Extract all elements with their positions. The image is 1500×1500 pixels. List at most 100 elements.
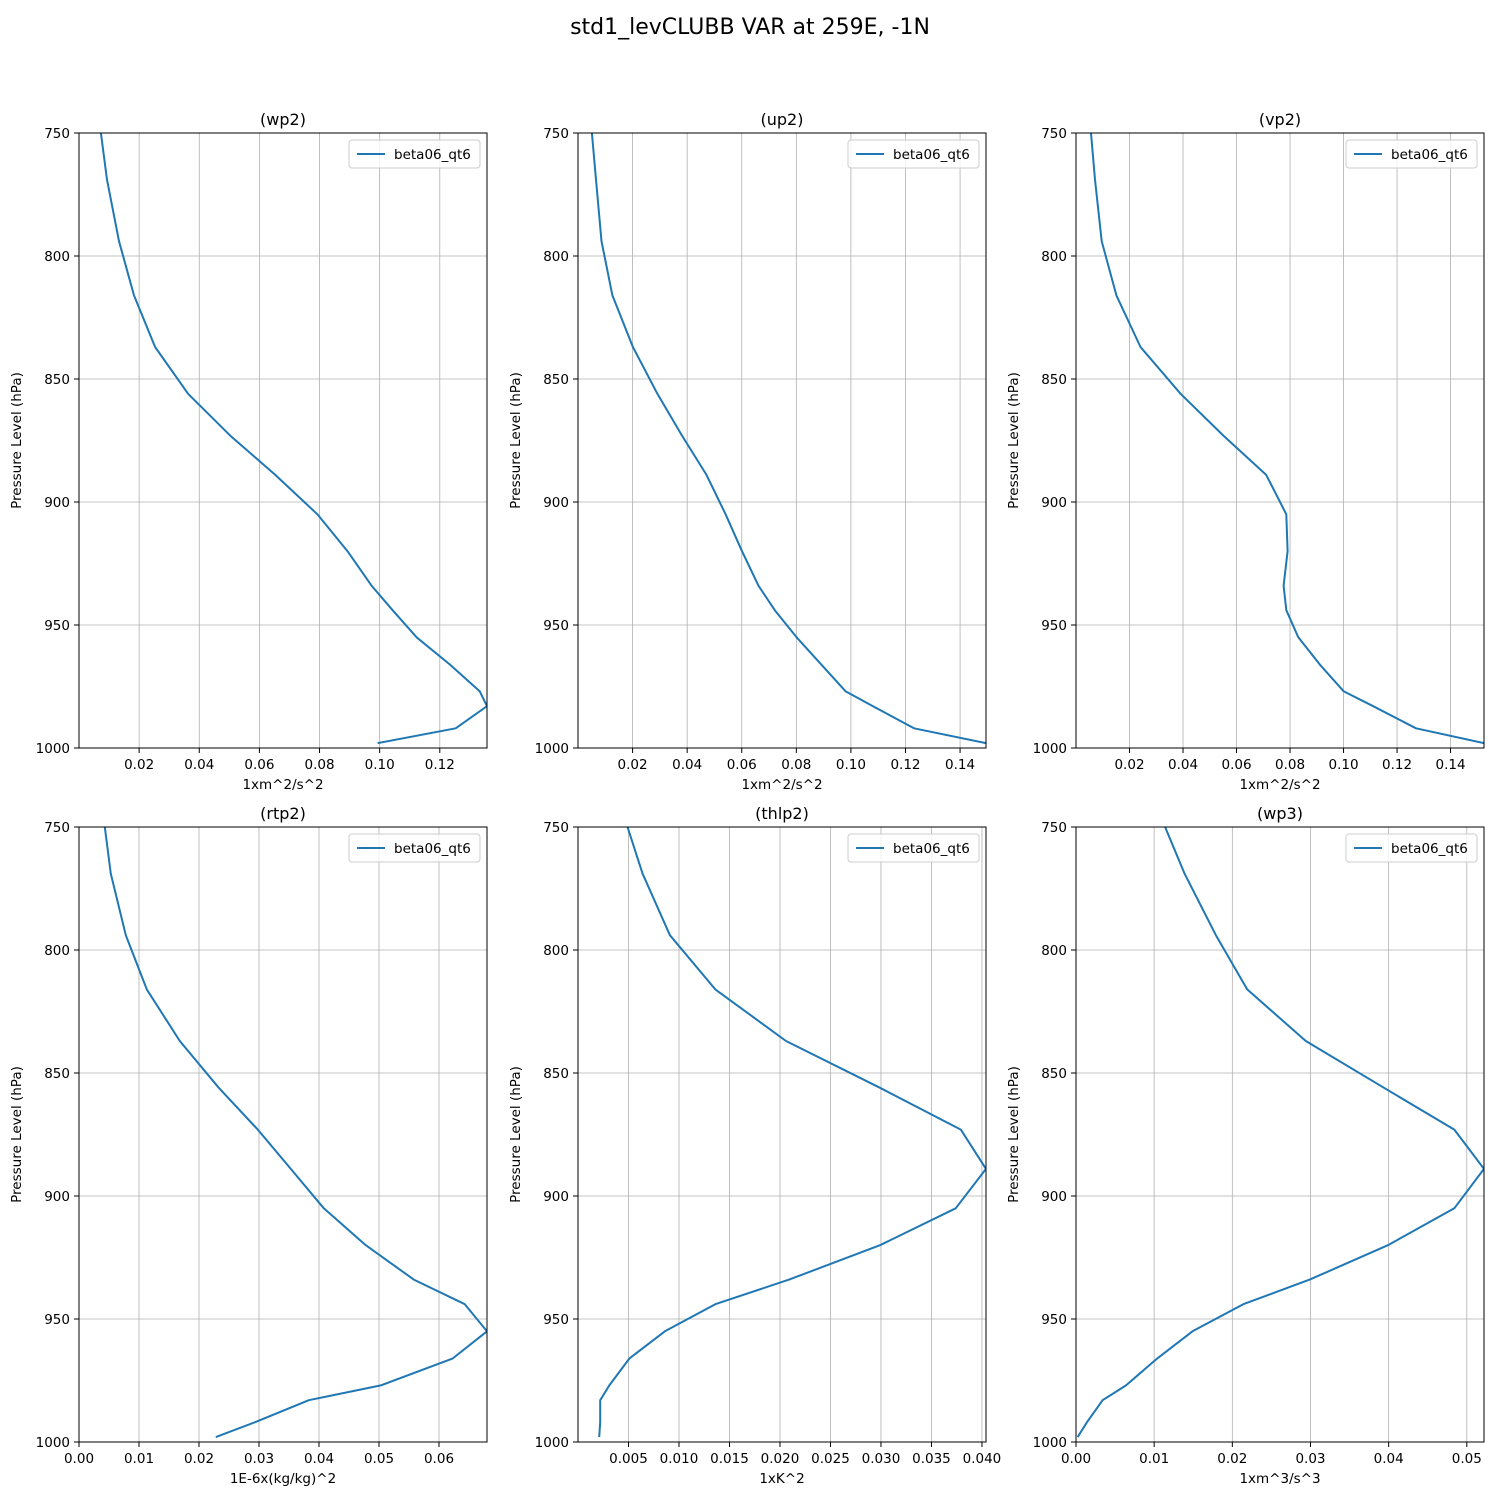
x-axis-label: 1xm^3/s^3	[1239, 1471, 1320, 1487]
subplot: 0.02 0.04 0.06 0.08 0.10 0.12 0.14 750 800 850 900…	[1006, 110, 1485, 793]
x-tick-label: 0.02	[1217, 1451, 1247, 1467]
legend-label: beta06_qt6	[394, 147, 471, 163]
legend-label: beta06_qt6	[893, 147, 970, 163]
y-axis-label: Pressure Level (hPa)	[508, 1066, 524, 1203]
x-tick-label: 0.03	[1295, 1451, 1325, 1467]
x-axis-label: 1xm^2/s^2	[1239, 777, 1320, 793]
y-tick-label: 800	[1041, 249, 1067, 265]
subplot-title: (wp2)	[260, 110, 306, 129]
subplot: 0.00 0.01 0.02 0.03 0.04 0.05 750 800 850 900 950 1…	[1006, 804, 1485, 1487]
x-axis-label: 1E-6x(kg/kg)^2	[230, 1471, 336, 1487]
series-line	[598, 827, 986, 1438]
x-tick-label: 0.04	[184, 757, 214, 773]
x-tick-label: 0.040	[963, 1451, 1002, 1467]
subplot-title: (wp3)	[1257, 804, 1303, 823]
x-tick-label: 0.08	[781, 757, 811, 773]
legend-box	[348, 139, 481, 169]
y-tick-label: 800	[44, 943, 70, 959]
y-tick-label: 950	[44, 1312, 70, 1328]
legend-box	[847, 139, 980, 169]
y-tick-label: 750	[1041, 820, 1067, 836]
y-tick-label: 900	[543, 495, 569, 511]
y-tick-label: 850	[543, 1066, 569, 1082]
x-tick-label: 0.06	[1221, 757, 1251, 773]
x-tick-label: 0.04	[304, 1451, 334, 1467]
y-tick-label: 1000	[535, 741, 569, 757]
axes-frame	[78, 132, 488, 749]
x-tick-label: 0.01	[124, 1451, 154, 1467]
y-axis-label: Pressure Level (hPa)	[1006, 1066, 1022, 1203]
series-line	[99, 133, 487, 745]
y-tick-label: 900	[44, 495, 70, 511]
x-tick-label: 0.00	[64, 1451, 94, 1467]
subplot: 0.00 0.01 0.02 0.03 0.04 0.05 0.06 750 800 850 900…	[9, 804, 488, 1487]
x-tick-label: 0.10	[1329, 757, 1359, 773]
x-axis-label: 1xm^2/s^2	[741, 777, 822, 793]
series-line	[1076, 827, 1484, 1438]
x-tick-label: 0.14	[1436, 757, 1466, 773]
legend-box	[1345, 833, 1478, 863]
y-axis-label: Pressure Level (hPa)	[9, 372, 25, 509]
legend-label: beta06_qt6	[394, 841, 471, 857]
x-axis-label: 1xm^2/s^2	[242, 777, 323, 793]
y-tick-label: 800	[543, 249, 569, 265]
y-tick-label: 800	[543, 943, 569, 959]
y-tick-label: 950	[1041, 618, 1067, 634]
subplot-title: (up2)	[761, 110, 804, 129]
y-tick-label: 850	[44, 1066, 70, 1082]
legend-box	[1345, 139, 1478, 169]
y-tick-label: 800	[44, 249, 70, 265]
series-line	[1090, 133, 1484, 745]
y-tick-label: 750	[44, 126, 70, 142]
x-tick-label: 0.04	[1374, 1451, 1404, 1467]
legend-label: beta06_qt6	[1391, 147, 1468, 163]
x-tick-label: 0.03	[244, 1451, 274, 1467]
y-tick-label: 1000	[36, 1435, 70, 1451]
axes-frame	[577, 826, 987, 1443]
x-tick-label: 0.05	[1452, 1451, 1482, 1467]
x-tick-label: 0.005	[609, 1451, 648, 1467]
y-tick-label: 950	[44, 618, 70, 634]
subplot: 0.005 0.010 0.015 0.020 0.025 0.030 0.035 0.040…	[508, 804, 1001, 1487]
legend-box	[348, 833, 481, 863]
y-tick-label: 750	[543, 820, 569, 836]
x-tick-label: 0.02	[124, 757, 154, 773]
y-tick-label: 1000	[535, 1435, 569, 1451]
y-tick-label: 1000	[1033, 741, 1067, 757]
subplot-title: (thlp2)	[755, 804, 809, 823]
subplot: 0.02 0.04 0.06 0.08 0.10 0.12 0.14 750 800 850 900…	[508, 110, 987, 793]
y-tick-label: 1000	[36, 741, 70, 757]
y-tick-label: 750	[1041, 126, 1067, 142]
x-tick-label: 0.06	[727, 757, 757, 773]
x-tick-label: 0.025	[811, 1451, 850, 1467]
y-tick-label: 900	[1041, 1189, 1067, 1205]
x-tick-label: 0.12	[425, 757, 455, 773]
x-tick-label: 0.02	[184, 1451, 214, 1467]
x-tick-label: 0.02	[618, 757, 648, 773]
y-axis-label: Pressure Level (hPa)	[508, 372, 524, 509]
x-tick-label: 0.05	[364, 1451, 394, 1467]
x-tick-label: 0.02	[1114, 757, 1144, 773]
x-tick-label: 0.12	[890, 757, 920, 773]
x-tick-label: 0.10	[836, 757, 866, 773]
x-tick-label: 0.010	[660, 1451, 699, 1467]
x-tick-label: 0.04	[1168, 757, 1198, 773]
y-tick-label: 900	[1041, 495, 1067, 511]
y-tick-label: 900	[44, 1189, 70, 1205]
x-tick-label: 0.08	[304, 757, 334, 773]
series-line	[103, 827, 487, 1439]
y-tick-label: 900	[543, 1189, 569, 1205]
x-tick-label: 0.015	[710, 1451, 749, 1467]
legend-box	[847, 833, 980, 863]
y-tick-label: 850	[44, 372, 70, 388]
y-axis-label: Pressure Level (hPa)	[1006, 372, 1022, 509]
x-axis-label: 1xK^2	[759, 1471, 804, 1487]
figure-title: std1_levCLUBB VAR at 259E, -1N	[570, 15, 930, 40]
series-line	[590, 133, 986, 745]
y-tick-label: 950	[1041, 1312, 1067, 1328]
x-tick-label: 0.04	[672, 757, 702, 773]
subplot: 0.02 0.04 0.06 0.08 0.10 0.12 750 800 850 900 950 1…	[9, 110, 488, 793]
x-tick-label: 0.06	[424, 1451, 454, 1467]
y-axis-label: Pressure Level (hPa)	[9, 1066, 25, 1203]
